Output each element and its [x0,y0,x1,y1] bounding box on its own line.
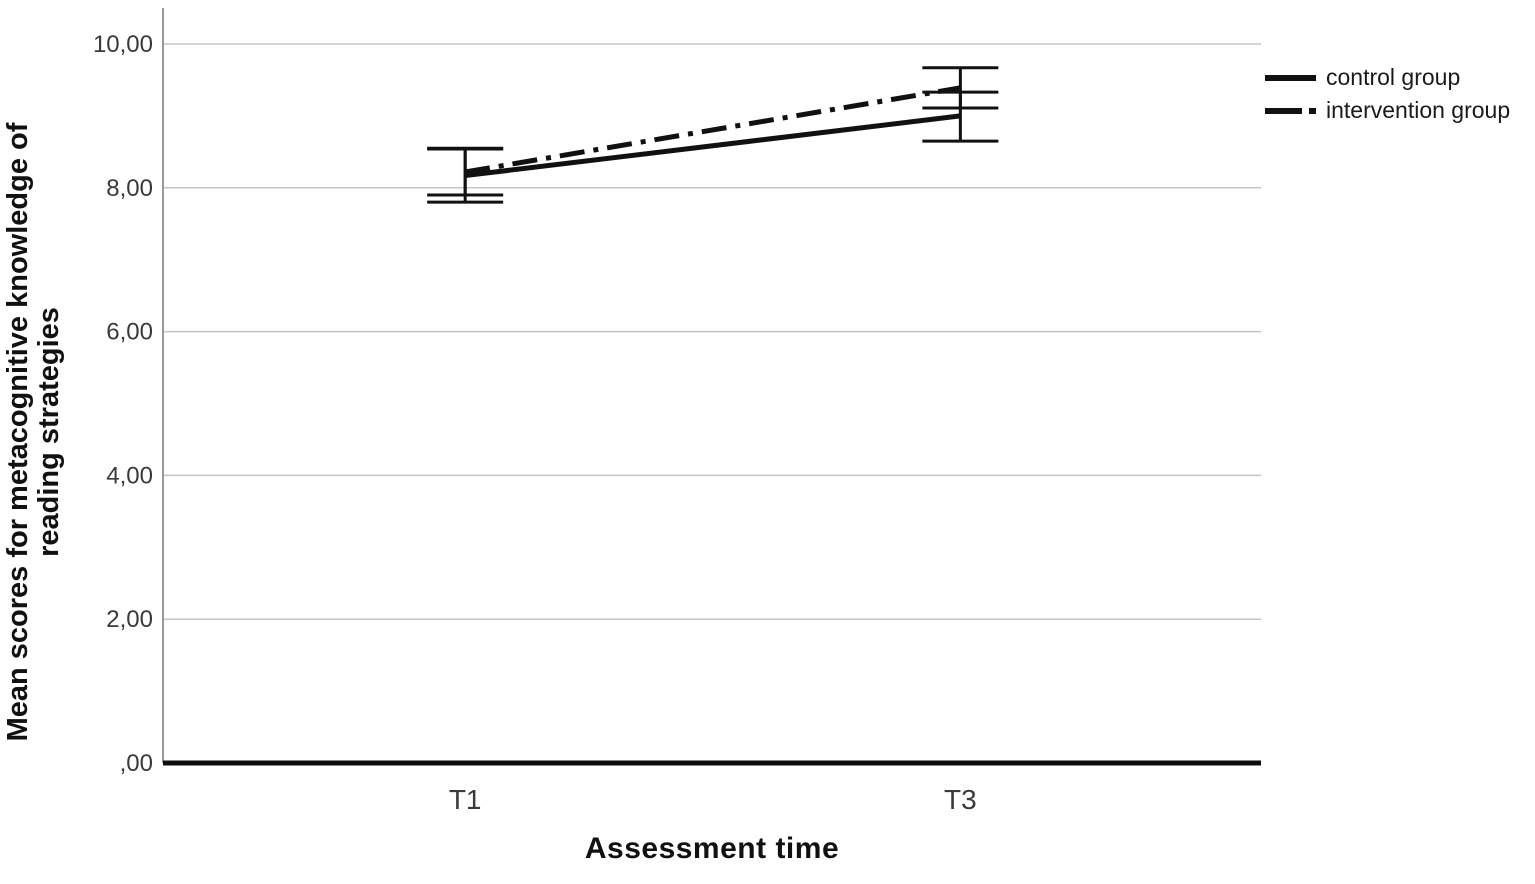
dash-dot-line-swatch-icon [1265,107,1317,114]
y-tick-label: 6,00 [106,319,153,346]
x-axis-title: Assessment time [584,832,840,865]
y-tick-label: ,00 [120,750,153,777]
y-tick-label: 10,00 [93,31,153,58]
y-tick-label: 8,00 [106,175,153,202]
x-tick-label: T3 [944,784,977,815]
series-line-dash-dot [464,85,961,175]
y-axis-title: Mean scores for metacognitive knowledge … [2,112,67,752]
series-line-solid [464,113,961,179]
solid-line-swatch-icon [1265,74,1317,81]
legend-item-intervention: intervention group [1265,94,1510,127]
y-tick-label: 2,00 [106,606,153,633]
legend-item-control: control group [1265,61,1510,94]
legend-label-control: control group [1326,64,1461,90]
legend: control group intervention group [1265,61,1510,127]
legend-label-intervention: intervention group [1326,97,1511,123]
y-axis-title-line2: reading strategies [33,307,65,557]
x-tick-label: T1 [449,784,482,815]
y-axis-title-line1: Mean scores for metacognitive knowledge … [2,122,34,742]
y-tick-label: 4,00 [106,462,153,489]
